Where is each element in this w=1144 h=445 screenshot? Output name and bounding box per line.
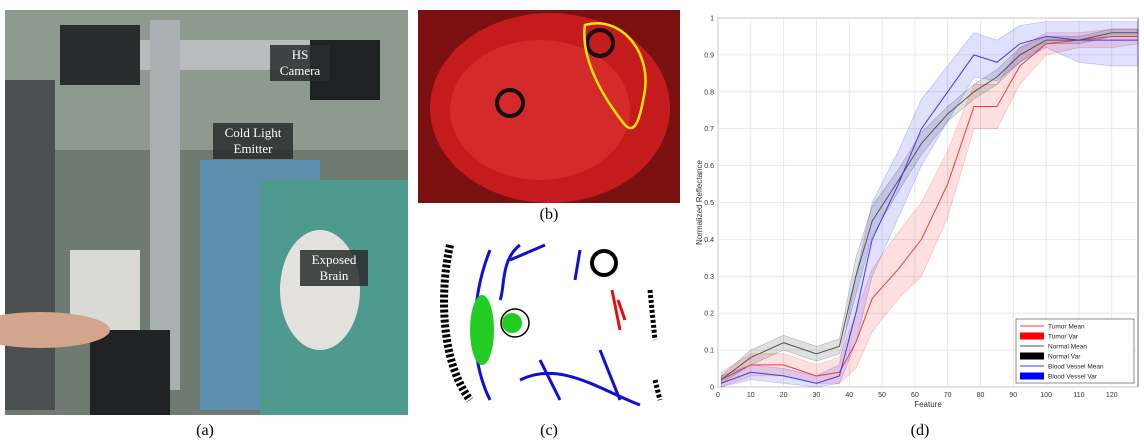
y-tick-label: 0.7	[704, 126, 714, 133]
y-tick-label: 0.2	[704, 311, 714, 318]
legend-label: Blood Vessel Mean	[1048, 363, 1104, 370]
x-tick-label: 80	[977, 392, 985, 399]
variance-band	[720, 28, 1139, 388]
caption: (a)	[196, 422, 214, 439]
legend-label: Normal Mean	[1048, 343, 1087, 350]
x-tick-label: 120	[1106, 392, 1118, 399]
photo-label: Exposed Brain	[300, 250, 368, 286]
y-tick-label: 0.3	[704, 274, 714, 281]
legend-label: Blood Vessel Var	[1048, 373, 1098, 380]
mean-line	[721, 35, 1138, 381]
mean-line	[720, 32, 1138, 381]
x-tick-label: 50	[878, 392, 886, 399]
photo-label: Cold Light Emitter	[213, 123, 293, 159]
y-tick-label: 1	[710, 16, 714, 23]
x-tick-label: 10	[747, 392, 755, 399]
x-tick-label: 0	[716, 392, 720, 399]
legend-label: Tumor Mean	[1048, 323, 1085, 330]
y-tick-label: 0.9	[704, 52, 714, 59]
y-tick-label: 0.1	[704, 348, 714, 355]
caption: (b)	[539, 206, 559, 223]
x-axis-label: Feature	[914, 400, 942, 409]
y-tick-label: 0.5	[704, 200, 714, 207]
legend-label: Normal Var	[1048, 353, 1081, 360]
x-tick-label: 100	[1040, 392, 1052, 399]
mean-line	[721, 35, 1138, 384]
legend-label: Tumor Var	[1048, 333, 1079, 340]
x-tick-label: 60	[911, 392, 919, 399]
x-tick-label: 30	[813, 392, 821, 399]
legend-swatch	[1020, 332, 1044, 340]
photo-a	[0, 10, 408, 415]
caption: (d)	[910, 422, 930, 439]
x-tick-label: 90	[1009, 392, 1017, 399]
caption: (c)	[540, 422, 558, 439]
y-tick-label: 0	[710, 385, 714, 392]
photo-b	[418, 10, 680, 203]
photo-label: HS Camera	[270, 45, 330, 81]
x-tick-label: 20	[780, 392, 788, 399]
y-axis-label: Normalized Reflectance	[695, 159, 704, 244]
variance-band	[720, 21, 1139, 388]
x-tick-label: 110	[1073, 392, 1084, 399]
legend-swatch	[1020, 372, 1044, 380]
x-tick-label: 70	[944, 392, 952, 399]
legend-swatch	[1020, 352, 1044, 360]
y-tick-label: 0.4	[704, 237, 714, 244]
legend-box	[1015, 318, 1135, 384]
map-c	[440, 243, 663, 407]
y-tick-label: 0.8	[704, 89, 714, 96]
x-tick-label: 40	[845, 392, 853, 399]
y-tick-label: 0.6	[704, 163, 714, 170]
